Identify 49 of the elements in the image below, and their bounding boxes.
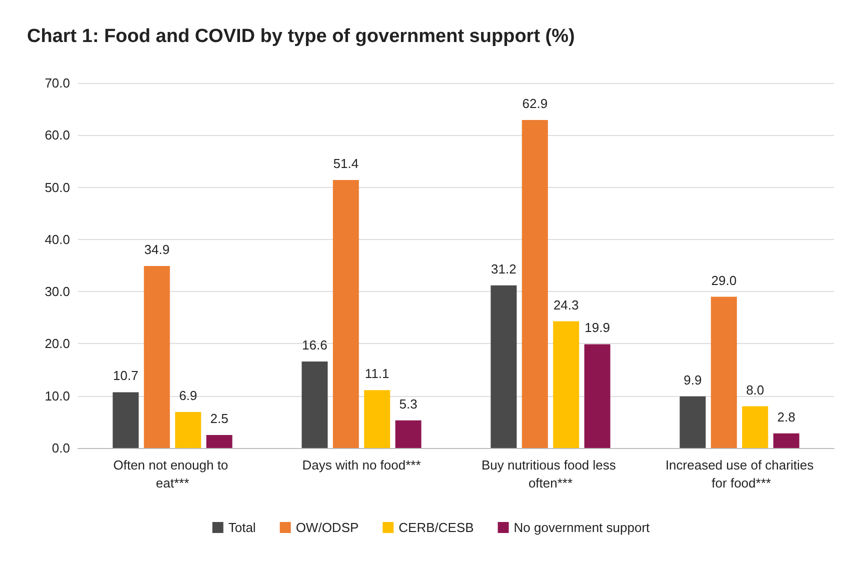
bar [175,412,202,448]
y-tick-label: 0.0 [52,440,70,456]
bar [710,296,737,448]
bar [490,285,517,448]
bar [112,392,139,448]
y-tick-label: 60.0 [44,128,70,143]
bar [584,344,610,448]
x-tick-label: Increased use of charities for food*** [665,458,814,490]
y-tick-label: 50.0 [44,180,70,195]
y-tick-label: 40.0 [44,232,70,247]
bar [395,420,422,448]
x-tick-label: Days with no food*** [302,458,421,472]
data-label: 31.2 [491,261,516,276]
data-label: 51.4 [333,156,359,171]
legend-label: No government support [514,520,650,535]
bar [206,434,232,448]
data-label: 10.7 [113,368,138,384]
data-label: 8.0 [746,382,764,398]
y-tick-label: 20.0 [44,336,70,352]
data-label: 24.3 [553,297,579,312]
chart-title: Chart 1: Food and COVID by type of government support (%) [27,26,575,47]
legend-label: CERB/CESB [398,520,474,535]
data-label: 29.0 [711,272,737,288]
y-tick-label: 10.0 [44,388,70,404]
bar [680,396,706,448]
data-label: 34.9 [144,242,170,258]
bar [144,266,170,448]
bar [332,180,359,448]
data-label: 62.9 [522,96,548,112]
bar [522,120,548,448]
bar [553,321,580,448]
data-label: 6.9 [179,388,198,404]
x-tick-label: Buy nutritious food less often*** [481,458,620,490]
data-label: 16.6 [302,337,328,352]
y-tick-label: 30.0 [44,284,70,300]
bar [364,390,390,448]
data-label: 5.3 [399,396,418,412]
data-label: 2.8 [777,409,796,424]
data-label: 19.9 [584,320,610,336]
data-label: 2.5 [210,410,228,426]
data-label: 9.9 [684,372,702,388]
bar [773,433,800,448]
x-tick-label: Often not enough to eat*** [113,458,232,490]
data-label: 11.1 [364,366,390,382]
legend-label: OW/ODSP [296,520,359,535]
bar [742,406,768,448]
legend-label: Total [228,520,256,535]
bar [302,361,328,448]
y-tick-label: 70.0 [44,76,70,90]
